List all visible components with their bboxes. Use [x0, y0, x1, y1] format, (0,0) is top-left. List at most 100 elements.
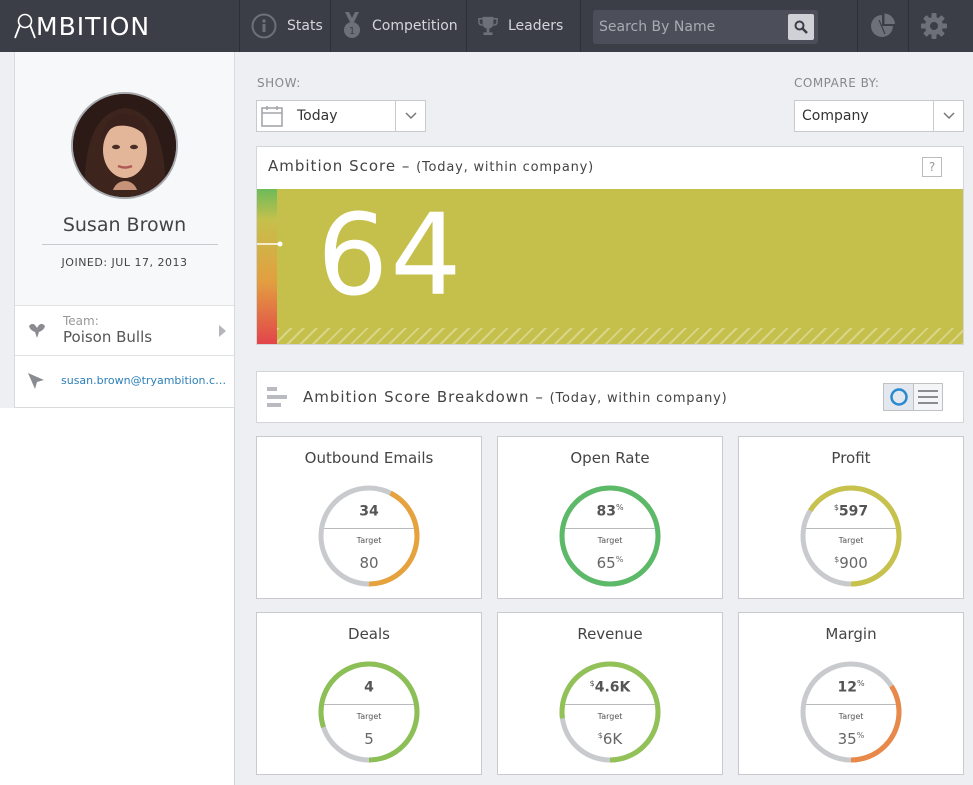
nav-item-label: Leaders [508, 18, 564, 34]
nav-divider [330, 0, 331, 52]
info-icon [251, 13, 277, 39]
name-divider [42, 244, 218, 245]
metric-gauge [800, 485, 902, 587]
target-label: Target [597, 712, 623, 721]
nav-divider [580, 0, 581, 52]
target-number: 5 [364, 730, 374, 748]
metric-target: $900 [739, 554, 963, 572]
value-number: 597 [838, 503, 869, 520]
metric-card-open-rate[interactable]: Open Rate 83% Target 65% [497, 436, 723, 599]
list-icon [918, 390, 938, 404]
avatar[interactable] [71, 92, 178, 199]
metric-title: Margin [825, 625, 877, 643]
calendar-icon [261, 106, 283, 127]
help-button[interactable]: ? [922, 157, 942, 177]
breakdown-title: Ambition Score Breakdown [303, 388, 530, 406]
target-prefix: $ [834, 555, 840, 564]
metric-title: Revenue [577, 625, 643, 643]
metric-divider [324, 704, 414, 705]
compare-select-value: Company [802, 108, 869, 124]
email-address: susan.brown@tryambition.com [61, 374, 227, 387]
compare-select[interactable]: Company [794, 100, 964, 132]
gauge-view-button[interactable] [884, 384, 914, 410]
nav-item-leaders[interactable]: Leaders [478, 0, 563, 52]
metric-target: 5 [257, 730, 481, 748]
profile-card: Susan Brown JOINED: JUL 17, 2013 [15, 52, 234, 305]
value-number: 4 [364, 679, 374, 696]
ring-icon [889, 388, 908, 406]
metric-gauge [559, 485, 661, 587]
user-name: Susan Brown [62, 214, 187, 236]
score-hatch-pattern [277, 328, 963, 344]
chevron-right-icon [219, 325, 226, 337]
svg-text:1: 1 [349, 26, 355, 37]
metric-divider [565, 528, 655, 529]
metric-title: Profit [831, 449, 871, 467]
metric-card-deals[interactable]: Deals 4 Target 5 [256, 612, 482, 775]
gear-icon [921, 13, 947, 39]
value-prefix: $ [833, 503, 839, 512]
gauge-progress [800, 485, 902, 587]
target-label: Target [838, 712, 864, 721]
value-number: 4.6K [594, 679, 631, 696]
pie-chart-icon [871, 13, 895, 37]
metric-gauge [318, 661, 420, 763]
value-prefix: $ [589, 679, 595, 688]
target-label: Target [597, 536, 623, 545]
breakdown-title-row: Ambition Score Breakdown – (Today, withi… [303, 388, 728, 406]
nav-item-competition[interactable]: 1 Competition [342, 0, 458, 52]
show-select[interactable]: Today [256, 100, 426, 132]
value-suffix: % [856, 679, 865, 688]
target-suffix: % [615, 555, 624, 564]
ambition-logo[interactable]: MBITION [14, 10, 150, 42]
metric-target: 65% [498, 554, 722, 572]
breakdown-header-panel [256, 371, 964, 423]
metric-card-outbound-emails[interactable]: Outbound Emails 34 Target 80 [256, 436, 482, 599]
score-title: Ambition Score [268, 157, 397, 175]
chevron-down-icon [395, 101, 425, 131]
logo-text: MBITION [36, 11, 151, 41]
metric-value: 4 [257, 679, 481, 696]
compare-label: COMPARE BY: [794, 76, 880, 90]
settings-button[interactable] [909, 0, 959, 52]
metric-divider [324, 528, 414, 529]
nav-divider [239, 0, 240, 52]
target-label: Target [356, 712, 382, 721]
nav-item-label: Stats [287, 18, 323, 34]
chevron-down-icon [933, 101, 963, 131]
metric-target: 80 [257, 554, 481, 572]
target-number: 900 [839, 554, 868, 572]
list-view-button[interactable] [914, 384, 942, 410]
metric-value: 34 [257, 503, 481, 520]
metric-gauge [800, 661, 902, 763]
metric-card-revenue[interactable]: Revenue $4.6K Target $6K [497, 612, 723, 775]
metric-card-margin[interactable]: Margin 12% Target 35% [738, 612, 964, 775]
metric-title: Outbound Emails [304, 449, 434, 467]
team-label: Team: [63, 314, 99, 328]
metric-title: Deals [348, 625, 390, 643]
metric-target: 35% [739, 730, 963, 748]
metric-value: 12% [739, 679, 963, 696]
avatar-photo [73, 94, 176, 197]
search-input[interactable] [593, 10, 783, 44]
score-value: 64 [317, 191, 464, 321]
value-number: 83 [596, 503, 616, 520]
reports-button[interactable] [858, 0, 908, 52]
sidebar-divider [234, 408, 235, 785]
metric-card-profit[interactable]: Profit $597 Target $900 [738, 436, 964, 599]
show-select-value: Today [297, 108, 338, 124]
score-display: 64 [257, 189, 963, 344]
metric-gauge [559, 661, 661, 763]
nav-divider [857, 0, 858, 52]
gauge-progress [559, 661, 661, 763]
top-nav-bar: MBITION Stats 1 Competition Leaders [0, 0, 973, 52]
target-number: 35 [837, 730, 857, 748]
value-suffix: % [615, 503, 624, 512]
team-link[interactable]: Team: Poison Bulls [15, 305, 234, 356]
value-number: 34 [359, 503, 379, 520]
gauge-progress [800, 661, 902, 763]
nav-item-stats[interactable]: Stats [251, 0, 323, 52]
search-button[interactable] [788, 14, 814, 40]
email-link[interactable]: susan.brown@tryambition.com [15, 356, 234, 406]
metric-value: $597 [739, 503, 963, 520]
